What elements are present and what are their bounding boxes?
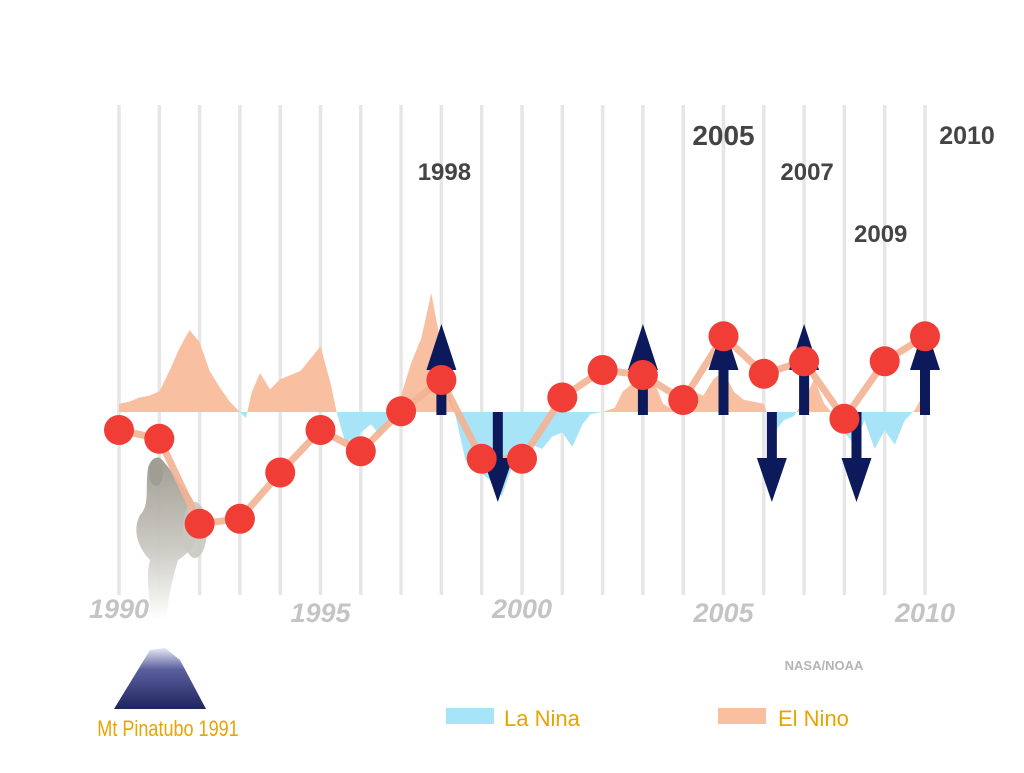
- x-tick-label: 1990: [89, 594, 149, 624]
- legend: La Nina El Nino: [446, 706, 849, 731]
- source-credit: NASA/NOAA: [785, 658, 864, 673]
- data-point-2009: [869, 346, 900, 377]
- point-label-2010: 2010: [939, 122, 995, 150]
- x-tick-label: 2000: [491, 594, 552, 624]
- data-point-2007: [789, 346, 820, 377]
- data-point-1992: [184, 508, 215, 539]
- data-point-1991: [144, 423, 175, 454]
- data-point-2010: [910, 321, 940, 352]
- x-tick-label: 2005: [692, 598, 754, 628]
- data-point-1999: [466, 443, 497, 474]
- data-point-1990: [104, 415, 134, 445]
- data-point-2005: [708, 321, 739, 352]
- data-point-2001: [547, 382, 578, 413]
- legend-swatch-el-nino: [718, 708, 766, 724]
- x-tick-label: 2010: [894, 598, 955, 628]
- data-point-1994: [265, 457, 296, 488]
- legend-swatch-la-nina: [446, 708, 494, 724]
- data-point-2003: [627, 360, 658, 390]
- point-label-2009: 2009: [854, 221, 907, 248]
- legend-label-el-nino: El Nino: [778, 706, 849, 731]
- data-point-2004: [668, 385, 699, 415]
- volcano-mountain: [114, 648, 206, 709]
- arrow-down-marker: [482, 412, 513, 502]
- data-point-2000: [507, 443, 537, 474]
- legend-label-la-nina: La Nina: [504, 706, 581, 731]
- arrow-down-marker: [756, 412, 787, 502]
- x-tick-label: 1995: [290, 598, 351, 628]
- arrow-down-marker: [841, 412, 872, 502]
- point-label-2007: 2007: [780, 159, 833, 186]
- arrow-up-marker: [708, 324, 739, 415]
- data-point-1993: [224, 503, 255, 534]
- data-point-1996: [345, 436, 376, 467]
- arrow-up-marker: [910, 324, 940, 415]
- volcano-label: Mt Pinatubo 1991: [97, 717, 238, 741]
- point-label-1998: 1998: [418, 159, 471, 186]
- data-point-1997: [386, 396, 417, 427]
- data-point-1998: [426, 365, 457, 395]
- ash-plume-top: [149, 458, 163, 486]
- volcano-illustration: [114, 457, 207, 709]
- data-point-2008: [829, 403, 860, 434]
- point-label-2005: 2005: [692, 120, 754, 151]
- data-point-2006: [748, 358, 779, 389]
- data-point-2002: [587, 355, 618, 385]
- data-point-1995: [305, 415, 336, 445]
